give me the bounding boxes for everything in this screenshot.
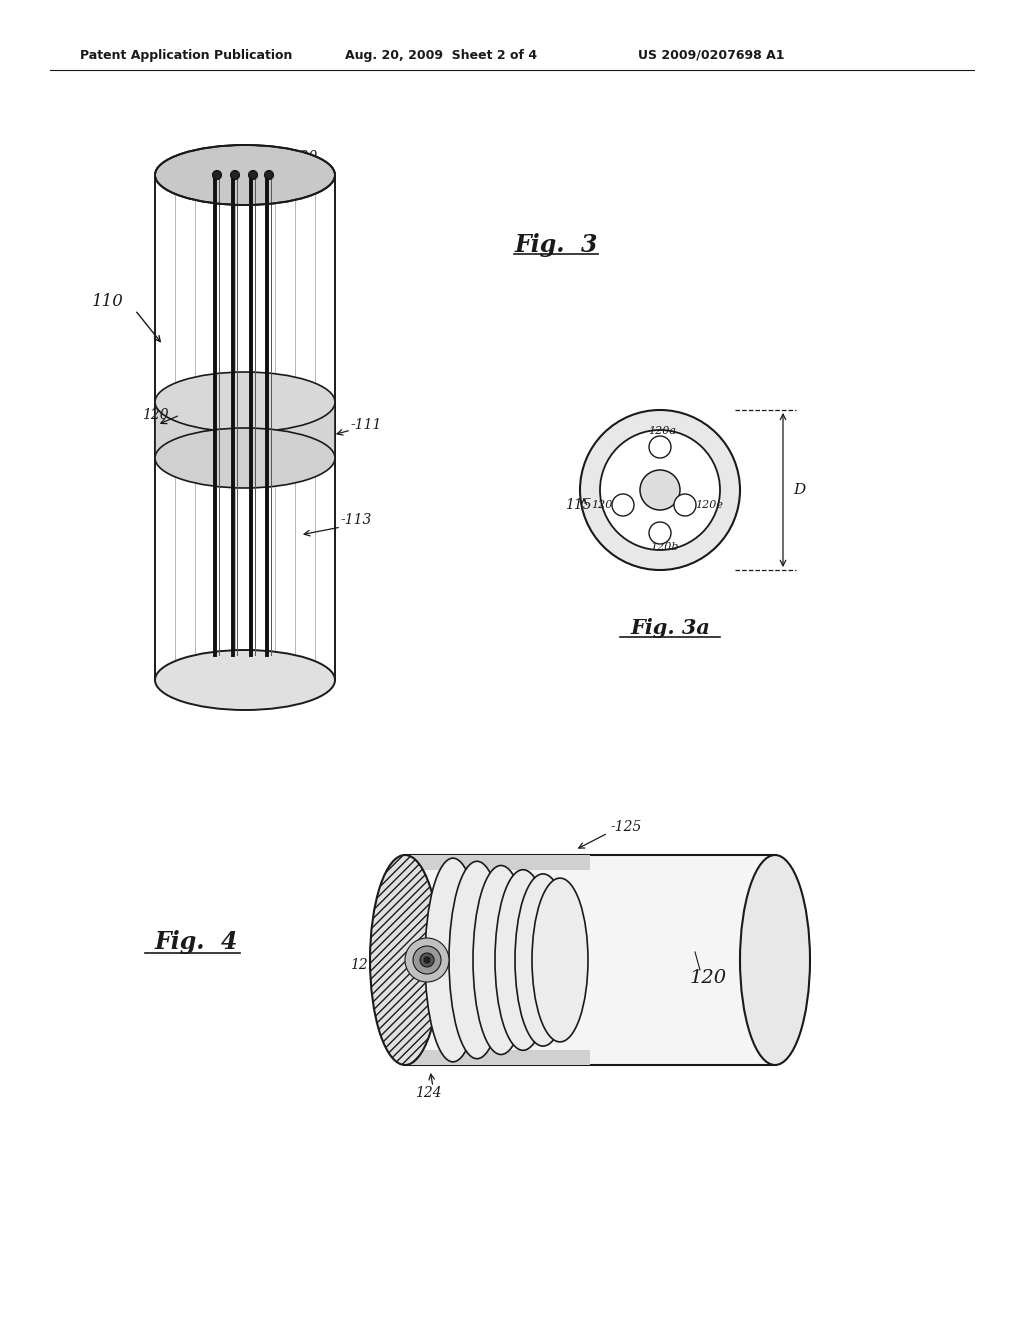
Circle shape — [420, 953, 434, 968]
Text: 120: 120 — [142, 408, 169, 422]
Text: 121: 121 — [350, 958, 377, 972]
Ellipse shape — [495, 870, 551, 1051]
FancyBboxPatch shape — [406, 855, 775, 1065]
Ellipse shape — [155, 372, 335, 432]
FancyBboxPatch shape — [155, 403, 335, 458]
Circle shape — [424, 957, 430, 964]
Circle shape — [640, 470, 680, 510]
Text: 120a: 120a — [648, 426, 676, 436]
Circle shape — [649, 521, 671, 544]
Circle shape — [612, 494, 634, 516]
Text: 120e: 120e — [695, 500, 723, 510]
Ellipse shape — [425, 858, 481, 1061]
Ellipse shape — [449, 862, 505, 1059]
Ellipse shape — [155, 428, 335, 488]
Circle shape — [213, 170, 221, 180]
Ellipse shape — [515, 874, 571, 1045]
Ellipse shape — [473, 866, 529, 1055]
Circle shape — [600, 430, 720, 550]
Text: D: D — [793, 483, 805, 498]
Circle shape — [413, 946, 441, 974]
Circle shape — [674, 494, 696, 516]
Bar — [406, 855, 590, 870]
Circle shape — [230, 170, 240, 180]
Ellipse shape — [532, 878, 588, 1041]
Text: Patent Application Publication: Patent Application Publication — [80, 49, 293, 62]
Text: 110: 110 — [92, 293, 124, 310]
Ellipse shape — [740, 855, 810, 1065]
Circle shape — [406, 939, 449, 982]
Ellipse shape — [155, 145, 335, 205]
Text: 123: 123 — [385, 937, 407, 946]
Bar — [406, 1049, 590, 1065]
Text: 112: 112 — [252, 156, 279, 170]
Text: US 2009/0207698 A1: US 2009/0207698 A1 — [638, 49, 784, 62]
Circle shape — [580, 411, 740, 570]
Text: 115: 115 — [565, 498, 592, 512]
Text: 124: 124 — [415, 1086, 441, 1100]
Text: 112: 112 — [640, 487, 662, 498]
Circle shape — [649, 436, 671, 458]
Ellipse shape — [155, 649, 335, 710]
Text: Fig.  4: Fig. 4 — [155, 931, 239, 954]
Text: -111: -111 — [350, 418, 381, 432]
Text: Aug. 20, 2009  Sheet 2 of 4: Aug. 20, 2009 Sheet 2 of 4 — [345, 49, 538, 62]
Text: -120: -120 — [286, 150, 317, 164]
Ellipse shape — [370, 855, 440, 1065]
Text: -113: -113 — [340, 513, 372, 527]
Circle shape — [264, 170, 273, 180]
Text: 120: 120 — [690, 969, 727, 987]
Text: 120d: 120d — [591, 500, 620, 510]
Text: 120b: 120b — [650, 543, 679, 552]
Text: -125: -125 — [610, 820, 641, 834]
Text: Fig.  3: Fig. 3 — [514, 234, 598, 257]
Text: Fig. 3a: Fig. 3a — [630, 618, 710, 638]
Text: 122: 122 — [412, 923, 433, 933]
Circle shape — [249, 170, 257, 180]
